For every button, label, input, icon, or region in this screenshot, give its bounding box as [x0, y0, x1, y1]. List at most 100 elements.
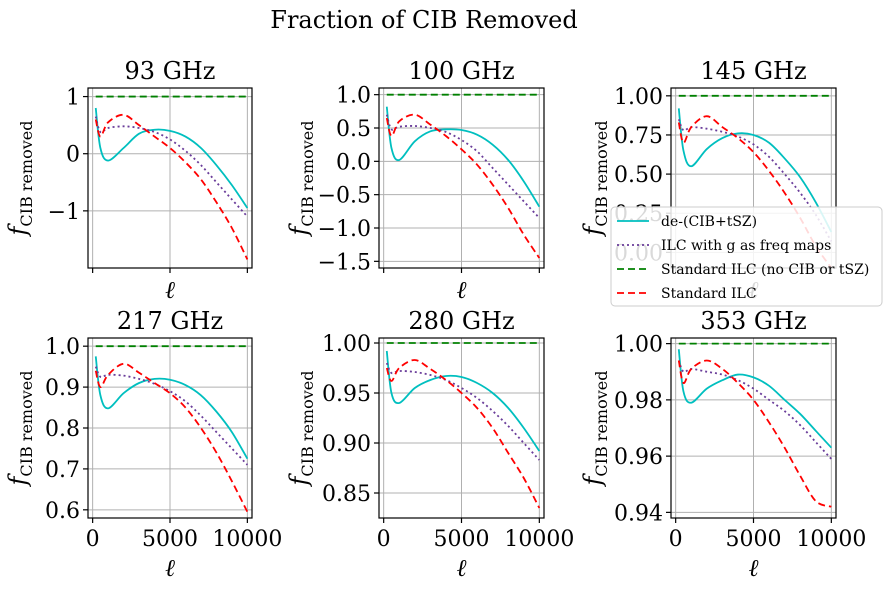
series-line-ilc-with-g-as-freq-maps — [677, 118, 833, 242]
y-tick-label: −1.5 — [318, 250, 371, 275]
series-line-ilc-with-g-as-freq-maps — [94, 366, 249, 466]
y-tick-label: −1.0 — [318, 217, 371, 242]
y-tick-label: 0.50 — [614, 163, 663, 188]
y-tick-label: 0.90 — [322, 432, 371, 457]
y-axis-label: fCIB removed — [4, 121, 36, 238]
gridlines — [88, 338, 252, 518]
subplot-title: 93 GHz — [125, 57, 216, 85]
subplot-100-ghz: −1.5 −1.0 −0.5 0.0 0.5 1.0 100 GHz ℓ fCIB remove… — [285, 57, 545, 304]
y-axis-label: fCIB removed — [285, 121, 317, 238]
legend-entry-de-cib-tsz: de-(CIB+tSZ) — [617, 214, 757, 230]
subplot-353-ghz: 0 5000 10000 0.94 0.96 0.98 1.00 353 GHz ℓ fCIB r… — [579, 307, 866, 582]
y-axis-label: fCIB removed — [579, 371, 611, 488]
y-tick-label: 0.6 — [45, 499, 80, 524]
subplot-title: 353 GHz — [700, 307, 806, 335]
y-tick-label: 1.0 — [45, 335, 80, 360]
legend-label: de-(CIB+tSZ) — [661, 214, 757, 230]
x-tick-label: 0 — [86, 527, 100, 552]
x-tick-label: 5000 — [434, 527, 490, 552]
subplot-title: 280 GHz — [408, 307, 514, 335]
y-tick-label: 0.75 — [614, 124, 663, 149]
series-lines — [385, 93, 541, 259]
y-tick-label: 0.94 — [614, 501, 663, 526]
y-tick-label: 0.96 — [614, 445, 663, 470]
series-lines — [385, 342, 541, 509]
legend-entry-standard-ilc-no-cib-or-tsz: Standard ILC (no CIB or tSZ) — [617, 262, 869, 278]
series-line-standard-ilc — [385, 113, 541, 259]
y-tick-label: 1.00 — [614, 333, 663, 358]
y-axis-label-subscript: CIB removed — [592, 121, 611, 227]
y-tick-label: 0.8 — [45, 417, 80, 442]
x-tick-label: 0 — [669, 527, 683, 552]
y-axis-label-subscript: CIB removed — [17, 371, 36, 477]
y-tick-label: 0.5 — [336, 117, 371, 142]
y-axis-label-subscript: CIB removed — [592, 371, 611, 477]
y-axis-label-subscript: CIB removed — [17, 121, 36, 227]
series-line-de-cib-tsz — [94, 356, 249, 460]
series-lines — [677, 342, 832, 508]
x-tick-label: 10000 — [796, 527, 866, 552]
y-tick-label: −0.5 — [318, 184, 371, 209]
series-line-standard-ilc — [677, 359, 832, 508]
series-line-ilc-with-g-as-freq-maps — [677, 360, 832, 460]
subplot-217-ghz: 0 5000 10000 0.6 0.7 0.8 0.9 1.0 217 GHz ℓ fCIB re… — [4, 307, 282, 582]
series-line-ilc-with-g-as-freq-maps — [385, 362, 540, 461]
subplot-title: 217 GHz — [117, 307, 223, 335]
y-tick-label: 0.0 — [336, 150, 371, 175]
y-axis-label-subscript: CIB removed — [298, 121, 317, 227]
y-tick-label: 0.95 — [322, 382, 371, 407]
series-lines — [94, 345, 249, 513]
x-tick-label: 5000 — [726, 527, 782, 552]
series-line-standard-ilc — [385, 359, 541, 509]
figure-suptitle: Fraction of CIB Removed — [270, 6, 577, 34]
x-tick-label: 10000 — [504, 527, 574, 552]
y-tick-label: 0 — [66, 143, 80, 168]
legend: de-(CIB+tSZ) ILC with g as freq maps Stand… — [610, 206, 883, 307]
legend-entry-standard-ilc: Standard ILC — [617, 286, 757, 302]
gridlines — [379, 338, 544, 518]
series-line-standard-ilc — [94, 113, 249, 260]
subplot-title: 100 GHz — [408, 57, 514, 85]
series-line-standard-ilc — [94, 362, 249, 513]
legend-label: Standard ILC (no CIB or tSZ) — [661, 262, 869, 278]
series-lines — [94, 95, 249, 260]
series-line-ilc-with-g-as-freq-maps — [94, 116, 249, 218]
legend-label: Standard ILC — [661, 286, 757, 302]
y-tick-label: 1.00 — [322, 332, 371, 357]
gridlines — [88, 88, 252, 268]
y-tick-label: 1.00 — [614, 85, 663, 110]
legend-frame — [610, 206, 883, 307]
series-line-de-cib-tsz — [94, 107, 249, 209]
series-line-de-cib-tsz — [677, 108, 833, 233]
x-tick-label: 0 — [377, 527, 391, 552]
x-axis-label: ℓ — [457, 276, 467, 304]
y-tick-label: 1 — [66, 86, 80, 111]
x-axis-label: ℓ — [749, 554, 759, 582]
x-axis-label: ℓ — [165, 276, 175, 304]
x-axis-label: ℓ — [165, 554, 175, 582]
gridlines — [671, 338, 836, 518]
y-axis-label: fCIB removed — [4, 371, 36, 488]
y-tick-label: 0.98 — [614, 389, 663, 414]
series-line-de-cib-tsz — [385, 350, 541, 452]
subplot-93-ghz: −1 0 1 93 GHz ℓ fCIB removed — [4, 57, 253, 304]
y-tick-label: 0.7 — [45, 458, 80, 483]
x-tick-label: 10000 — [212, 527, 282, 552]
gridlines — [379, 88, 544, 268]
subplot-280-ghz: 0 5000 10000 0.85 0.90 0.95 1.00 280 GHz ℓ fCIB r… — [285, 307, 574, 582]
subplot-title: 145 GHz — [700, 57, 806, 85]
legend-label: ILC with g as freq maps — [661, 238, 831, 254]
x-tick-label: 5000 — [142, 527, 198, 552]
y-axis-label-subscript: CIB removed — [298, 371, 317, 477]
y-axis-label: fCIB removed — [285, 371, 317, 488]
y-tick-label: 0.85 — [322, 482, 371, 507]
legend-entry-ilc-with-g-as-freq-maps: ILC with g as freq maps — [617, 238, 831, 254]
y-axis-label: fCIB removed — [579, 121, 611, 238]
series-line-de-cib-tsz — [385, 106, 541, 208]
y-tick-label: 0.9 — [45, 376, 80, 401]
y-tick-label: 1.0 — [336, 84, 371, 109]
x-axis-label: ℓ — [457, 554, 467, 582]
series-line-de-cib-tsz — [677, 349, 832, 449]
